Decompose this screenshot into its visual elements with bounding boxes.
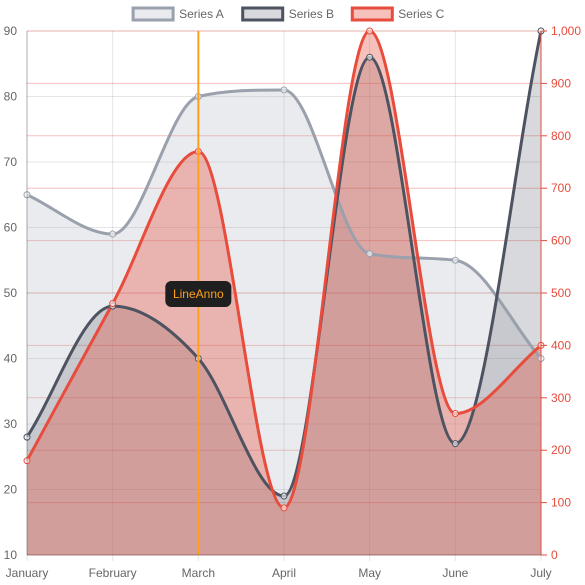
right-tick-label: 1,000 xyxy=(551,24,581,38)
legend-swatch xyxy=(350,6,394,22)
legend-label: Series B xyxy=(289,7,334,21)
x-tick-label: April xyxy=(272,566,296,580)
annotation-label-bg xyxy=(165,281,232,307)
series-b-point xyxy=(280,492,288,500)
series-c-point xyxy=(23,457,31,465)
series-c-point xyxy=(109,299,117,307)
series-b-area xyxy=(27,31,541,555)
x-tick-label: January xyxy=(6,566,49,580)
x-tick-label: March xyxy=(182,566,215,580)
annotation-label: LineAnno xyxy=(173,287,224,301)
legend-swatch xyxy=(241,6,285,22)
series-a-point xyxy=(451,256,459,264)
right-tick-label: 100 xyxy=(551,496,571,510)
x-tick-label: May xyxy=(358,566,381,580)
left-tick-label: 50 xyxy=(4,286,18,300)
x-tick-label: February xyxy=(89,566,137,580)
right-tick-label: 200 xyxy=(551,443,571,457)
left-tick-label: 90 xyxy=(4,24,18,38)
series-a-point xyxy=(280,86,288,94)
left-tick-label: 40 xyxy=(4,352,18,366)
left-gridlines xyxy=(27,30,541,556)
legend-swatch xyxy=(131,6,175,22)
right-tick-label: 600 xyxy=(551,234,571,248)
right-tick-label: 700 xyxy=(551,181,571,195)
legend: Series A Series B Series C xyxy=(131,6,445,22)
left-tick-label: 60 xyxy=(4,221,18,235)
series-b-point xyxy=(366,53,374,61)
right-tick-label: 500 xyxy=(551,286,571,300)
right-tick-label: 900 xyxy=(551,76,571,90)
line-annotation: LineAnno xyxy=(165,31,232,555)
right-tick-label: 300 xyxy=(551,391,571,405)
left-tick-label: 20 xyxy=(4,483,18,497)
series-c-point xyxy=(451,410,459,418)
series-a-point xyxy=(109,230,117,238)
left-tick-label: 70 xyxy=(4,155,18,169)
series-b-point xyxy=(451,440,459,448)
left-axis: 10 20 30 40 50 60 70 80 90 xyxy=(4,24,28,562)
x-axis: January February March April May June July xyxy=(6,554,552,580)
right-tick-label: 400 xyxy=(551,338,571,352)
series-c-point xyxy=(280,504,288,512)
right-gridlines xyxy=(27,30,541,556)
series-c-point xyxy=(366,27,374,35)
left-tick-label: 10 xyxy=(4,548,18,562)
right-axis: 0 100 200 300 400 500 600 700 800 900 1,000 xyxy=(540,24,581,562)
series-points xyxy=(23,27,545,512)
left-tick-label: 30 xyxy=(4,417,18,431)
right-tick-label: 0 xyxy=(551,548,558,562)
series-c-area xyxy=(27,31,541,555)
series-b-point xyxy=(23,433,31,441)
legend-label: Series A xyxy=(179,7,224,21)
x-tick-label: July xyxy=(530,566,551,580)
x-tick-label: June xyxy=(442,566,468,580)
series-c-line xyxy=(25,29,542,510)
legend-label: Series C xyxy=(398,7,444,21)
right-tick-label: 800 xyxy=(551,129,571,143)
left-tick-label: 80 xyxy=(4,90,18,104)
series-a-point xyxy=(366,250,374,258)
series-a-point xyxy=(23,191,31,199)
